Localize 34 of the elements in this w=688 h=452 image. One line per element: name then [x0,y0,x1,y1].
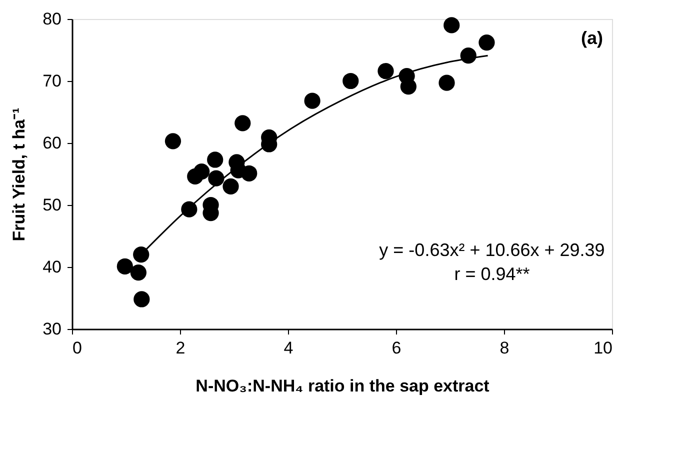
y-tick-label: 80 [42,10,62,28]
y-axis-title: Fruit Yield, t ha⁻¹ [10,107,29,242]
point [222,178,239,194]
y-tick-label: 40 [42,258,62,276]
point [400,78,416,95]
point [116,258,133,274]
point [478,34,495,51]
x-tick-label: 10 [594,338,612,358]
point [133,246,150,263]
point [208,170,224,186]
point [234,115,251,132]
x-tick-label: 2 [176,338,186,358]
point [342,72,359,90]
y-tick-label: 60 [42,134,62,152]
point [134,291,150,308]
x-axis-title: N-NO₃:N-NH₄ ratio in the sap extract [196,376,490,396]
annotation: y = -0.63x² + 10.66x + 29.39 [379,240,605,260]
x-tick-label: 6 [392,338,402,358]
point [304,92,320,109]
point [438,74,455,91]
x-tick-label: 8 [500,338,510,358]
point [130,264,146,281]
x-tick-label: 0 [72,338,82,358]
point [164,133,182,150]
annotation: (a) [581,28,604,48]
y-tick-label: 30 [42,320,62,338]
point [207,152,224,168]
y-tick-label: 70 [42,72,62,90]
point [194,163,210,180]
point [378,63,394,80]
annotation: r = 0.94** [454,264,530,284]
point [444,17,460,34]
y-tick-label: 50 [42,196,62,214]
x-tick-label: 4 [284,338,294,358]
